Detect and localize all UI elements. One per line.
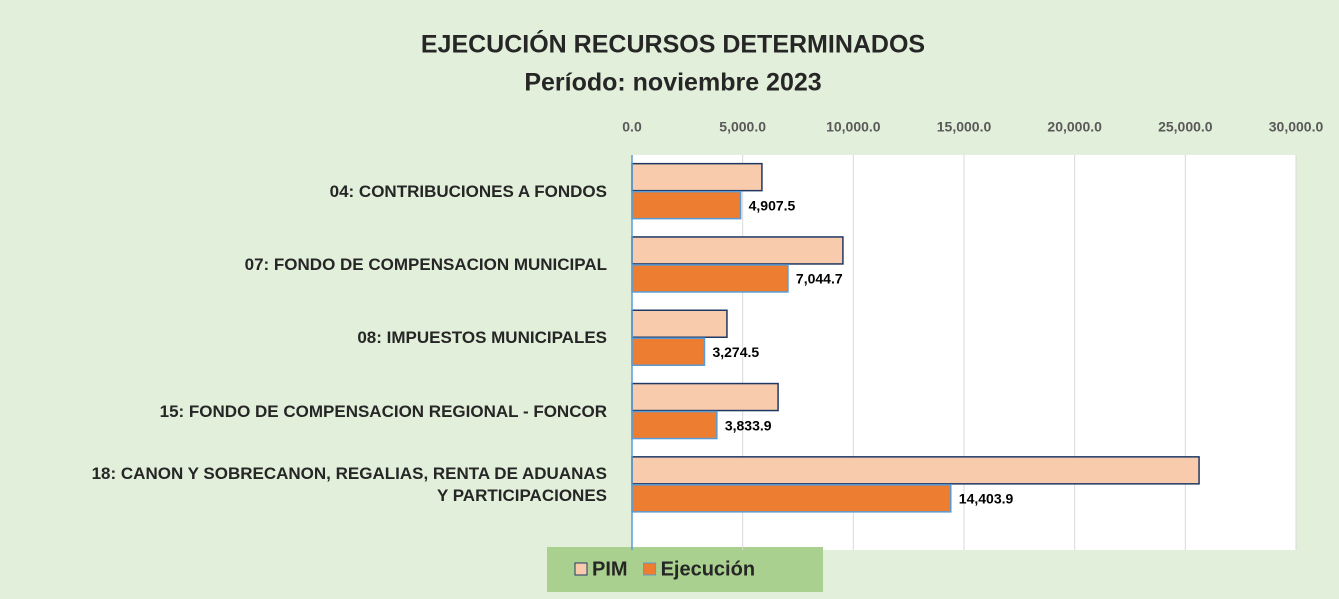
chart-subtitle: Período: noviembre 2023 bbox=[524, 69, 821, 97]
data-label: 7,044.7 bbox=[796, 271, 843, 287]
legend-swatch bbox=[574, 562, 588, 576]
bar bbox=[631, 236, 844, 265]
bar bbox=[631, 382, 779, 412]
legend-box bbox=[547, 547, 823, 592]
legend-label: PIM bbox=[592, 558, 628, 580]
y-tick-label: 04: CONTRIBUCIONES A FONDOS bbox=[329, 181, 607, 201]
x-tick-label: 20,000.0 bbox=[1047, 119, 1102, 135]
legend-swatch bbox=[643, 562, 657, 576]
y-tick-label: 18: CANON Y SOBRECANON, REGALIAS, RENTA … bbox=[91, 463, 607, 505]
data-label: 4,907.5 bbox=[749, 197, 796, 213]
data-label: 14,403.9 bbox=[959, 491, 1014, 507]
x-tick-label: 25,000.0 bbox=[1158, 119, 1213, 135]
bar bbox=[631, 264, 789, 293]
x-tick-label: 10,000.0 bbox=[826, 119, 881, 135]
y-tick-label: 15: FONDO DE COMPENSACION REGIONAL - FON… bbox=[159, 401, 607, 421]
y-tick-label: 08: IMPUESTOS MUNICIPALES bbox=[357, 328, 607, 348]
x-tick-label: 0.0 bbox=[622, 119, 642, 135]
bar bbox=[631, 410, 718, 440]
bar bbox=[631, 309, 728, 338]
data-label: 3,274.5 bbox=[712, 344, 759, 360]
bar bbox=[631, 162, 763, 192]
y-tick-label: 07: FONDO DE COMPENSACION MUNICIPAL bbox=[244, 254, 607, 274]
legend-label: Ejecución bbox=[661, 558, 755, 580]
bar bbox=[631, 456, 1200, 485]
x-tick-label: 5,000.0 bbox=[719, 119, 766, 135]
x-tick-label: 30,000.0 bbox=[1269, 119, 1324, 135]
data-label: 3,833.9 bbox=[725, 417, 772, 433]
bar bbox=[631, 484, 952, 513]
bar bbox=[631, 190, 742, 220]
x-tick-label: 15,000.0 bbox=[937, 119, 992, 135]
chart-title: EJECUCIÓN RECURSOS DETERMINADOS bbox=[421, 29, 925, 59]
bar bbox=[631, 337, 706, 366]
